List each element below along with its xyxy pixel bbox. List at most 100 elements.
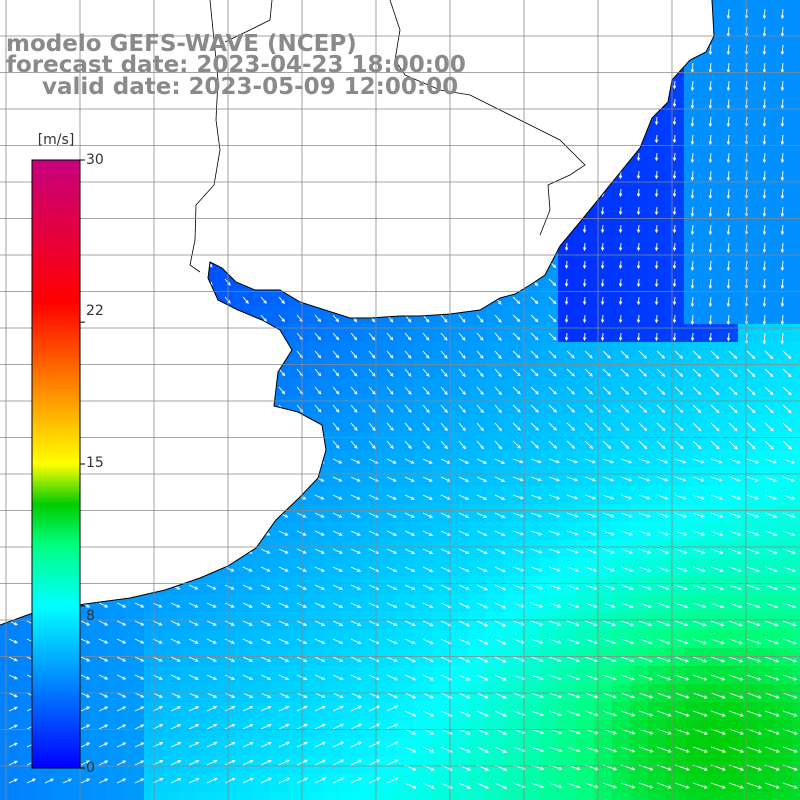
wind-speed-cell (612, 72, 631, 91)
wind-arrow (116, 548, 126, 554)
wind-speed-cell (468, 18, 487, 37)
wind-arrow (260, 170, 267, 178)
wind-arrow (654, 8, 659, 18)
wind-arrow (206, 404, 214, 413)
wind-speed-cell (468, 0, 487, 19)
wind-speed-cell (216, 792, 235, 800)
wind-speed-cell (504, 144, 523, 163)
wind-arrow (26, 260, 33, 268)
wind-speed-cell (198, 792, 217, 800)
wind-speed-cell (504, 180, 523, 199)
wind-speed-cell (324, 270, 343, 289)
wind-speed-cell (234, 414, 253, 433)
wind-arrow (206, 440, 214, 449)
wind-arrow (548, 98, 556, 106)
wind-speed-cell (792, 36, 800, 55)
wind-arrow (494, 188, 502, 197)
wind-speed-cell (144, 486, 163, 505)
wind-arrow (476, 62, 483, 70)
wind-arrow (260, 368, 268, 377)
wind-arrow (564, 134, 569, 143)
wind-arrow (80, 494, 90, 500)
wind-speed-cell (522, 0, 541, 19)
wind-speed-cell (144, 306, 163, 325)
wind-arrow (116, 476, 126, 482)
wind-speed-cell (144, 576, 163, 595)
wind-speed-cell (144, 522, 163, 541)
wind-speed-cell (792, 0, 800, 19)
wind-arrow (476, 206, 484, 215)
wind-arrow (296, 206, 303, 214)
wind-speed-cell (126, 198, 145, 217)
wind-arrow (8, 152, 14, 159)
wind-arrow (458, 170, 465, 179)
wind-speed-cell (180, 144, 199, 163)
wind-speed-cell (774, 792, 793, 800)
wind-arrow (98, 332, 105, 340)
wind-speed-cell (576, 36, 595, 55)
wind-speed-cell (54, 792, 73, 800)
wind-arrow (440, 242, 448, 251)
wind-arrow (690, 44, 695, 56)
wind-arrow (8, 170, 14, 177)
wind-speed-cell (252, 342, 271, 361)
wind-arrow (80, 350, 87, 358)
wind-speed-cell (270, 342, 289, 361)
wind-arrow (98, 278, 105, 286)
wind-arrow (494, 26, 501, 34)
wind-arrow (636, 8, 641, 18)
wind-arrow (116, 134, 122, 141)
wind-arrow (600, 8, 605, 18)
wind-speed-cell (0, 270, 19, 289)
wind-speed-cell (576, 180, 595, 199)
wind-arrow (368, 224, 375, 233)
colorbar-tick-label: 8 (86, 608, 95, 624)
wind-speed-cell (396, 144, 415, 163)
wind-arrow (80, 440, 87, 449)
wind-arrow (26, 296, 33, 304)
wind-speed-cell (270, 234, 289, 253)
wind-arrow (582, 62, 587, 72)
wind-speed-cell (306, 288, 325, 307)
wind-speed-cell (216, 198, 235, 217)
wind-arrow (98, 368, 105, 376)
wind-arrow (530, 116, 538, 124)
wind-arrow (8, 278, 15, 286)
wind-speed-cell (0, 450, 19, 469)
wind-arrow (600, 44, 605, 54)
wind-arrow (188, 404, 196, 413)
wind-speed-cell (558, 108, 577, 127)
wind-speed-cell (792, 216, 800, 235)
wind-arrow (98, 170, 104, 177)
wind-arrow (600, 62, 605, 72)
wind-arrow (206, 368, 213, 377)
wind-speed-cell (180, 234, 199, 253)
wind-speed-cell (288, 180, 307, 199)
wind-arrow (582, 98, 587, 108)
wind-arrow (116, 8, 122, 15)
wind-speed-cell (432, 0, 451, 19)
wind-speed-cell (108, 342, 127, 361)
wind-arrow (440, 26, 447, 34)
wind-speed-cell (612, 0, 631, 19)
wind-arrow (206, 116, 213, 123)
wind-speed-cell (126, 126, 145, 145)
wind-arrow (116, 314, 123, 322)
wind-arrow (278, 242, 285, 250)
wind-arrow (98, 206, 105, 214)
wind-arrow (332, 206, 339, 214)
wind-arrow (476, 26, 483, 34)
wind-speed-cell (144, 414, 163, 433)
wind-arrow (80, 404, 87, 412)
wind-arrow (476, 188, 484, 197)
wind-arrow (224, 8, 230, 15)
wind-arrow (62, 116, 68, 123)
wind-speed-cell (252, 504, 271, 523)
wind-speed-cell (504, 234, 523, 253)
wind-speed-cell (108, 414, 127, 433)
wind-arrow (44, 8, 50, 15)
wind-arrow (296, 8, 302, 15)
wind-arrow (278, 134, 285, 142)
wind-speed-cell (342, 126, 361, 145)
wind-speed-cell (234, 504, 253, 523)
